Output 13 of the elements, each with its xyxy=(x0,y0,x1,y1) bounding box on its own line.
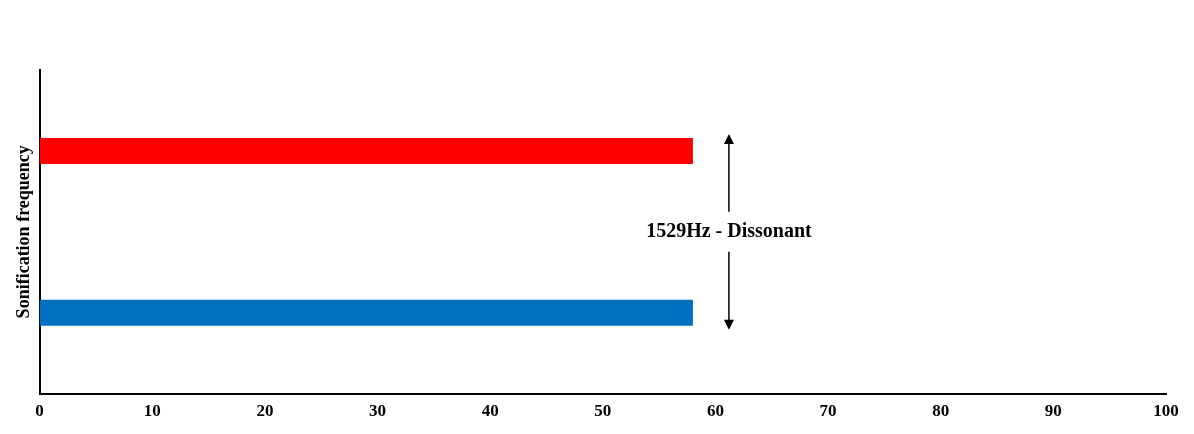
x-tick-label: 50 xyxy=(594,401,612,421)
x-tick-label: 100 xyxy=(1153,401,1179,421)
x-tick-label: 30 xyxy=(369,401,387,421)
x-tick-label: 90 xyxy=(1044,401,1062,421)
x-tick-label: 60 xyxy=(706,401,724,421)
y-axis-title: Sonification frequency xyxy=(13,145,34,319)
x-tick-label: 70 xyxy=(819,401,837,421)
x-tick-label: 0 xyxy=(35,401,44,421)
x-tick-label: 20 xyxy=(256,401,274,421)
annotation: 1529Hz - Dissonant xyxy=(646,218,813,241)
x-tick-label: 40 xyxy=(481,401,499,421)
x-tick-label: 80 xyxy=(932,401,950,421)
x-tick-label: 10 xyxy=(143,401,161,421)
